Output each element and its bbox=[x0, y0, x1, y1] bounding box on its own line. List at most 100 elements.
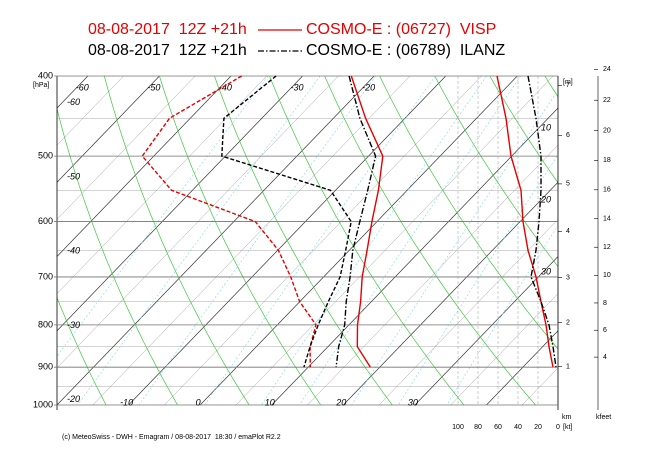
isotherm bbox=[199, 76, 518, 405]
mixing-ratio-line bbox=[138, 76, 377, 405]
isotherm-label: 0 bbox=[196, 397, 201, 407]
isotherm bbox=[57, 76, 267, 294]
km-tick-label: 4 bbox=[566, 228, 570, 235]
km-label: km bbox=[562, 414, 572, 421]
right-label: 20 bbox=[540, 194, 551, 204]
dry-adiabat bbox=[544, 76, 558, 98]
km-tick-label: 7 bbox=[566, 82, 570, 89]
isotherm bbox=[343, 181, 558, 405]
isotherm bbox=[57, 76, 196, 220]
isotherm bbox=[378, 219, 558, 405]
kfeet-tick-label: 12 bbox=[603, 244, 611, 251]
dry-adiabat bbox=[379, 76, 558, 350]
right-label: 10 bbox=[541, 122, 551, 132]
isotherm bbox=[164, 76, 482, 405]
isotherm bbox=[57, 76, 124, 146]
isotherm bbox=[57, 76, 232, 258]
dry-adiabat bbox=[600, 76, 650, 405]
mixing-ratio-line bbox=[77, 76, 321, 405]
mixing-ratio-line bbox=[351, 89, 558, 405]
isotherm-label: -30 bbox=[67, 320, 80, 330]
dry-adiabat bbox=[57, 296, 107, 405]
kfeet-tick-label: 6 bbox=[603, 327, 607, 334]
y-tick-label: 600 bbox=[38, 216, 53, 226]
y-tick-label: 800 bbox=[38, 319, 53, 329]
isotherm bbox=[57, 76, 303, 332]
isotherm bbox=[0, 76, 52, 405]
wind-unit: [kt] bbox=[563, 424, 572, 431]
wind-tick-label: 0 bbox=[556, 424, 560, 431]
kfeet-tick-label: 16 bbox=[603, 187, 611, 194]
wind-speed-profile bbox=[496, 75, 554, 368]
isotherm-label: -20 bbox=[67, 394, 80, 404]
isotherm bbox=[0, 76, 16, 405]
mixing-ratio-line bbox=[299, 76, 521, 405]
isotherm bbox=[57, 76, 89, 109]
isotherm bbox=[57, 76, 160, 183]
isotherm bbox=[307, 144, 558, 405]
isotherm-label: -30 bbox=[291, 82, 304, 92]
background-lines bbox=[0, 76, 650, 405]
isotherm bbox=[57, 76, 339, 369]
isotherm-label: -60 bbox=[76, 82, 89, 92]
kfeet-label: kfeet bbox=[596, 414, 611, 421]
wind-tick-label: 20 bbox=[534, 424, 542, 431]
isotherm-label: 30 bbox=[408, 397, 418, 407]
mixing-ratio-line bbox=[261, 76, 487, 405]
isotherm bbox=[235, 76, 554, 405]
y-tick-label: 900 bbox=[38, 362, 53, 372]
legend-name: COSMO-E : (06727) VISP bbox=[306, 21, 496, 38]
legend-run: 08-08-2017 12Z +21h bbox=[88, 42, 247, 59]
right-label: 30 bbox=[541, 266, 551, 276]
y-tick-label: 700 bbox=[38, 271, 53, 281]
wind-tick-label: 80 bbox=[474, 424, 482, 431]
kfeet-tick-label: 14 bbox=[603, 216, 611, 223]
dry-adiabat bbox=[103, 76, 250, 405]
km-tick-label: 5 bbox=[566, 181, 570, 188]
isotherm-label: -20 bbox=[362, 82, 375, 92]
wind-speed-profile bbox=[527, 75, 557, 368]
kfeet-tick-label: 24 bbox=[603, 66, 611, 73]
kfeet-tick-label: 18 bbox=[603, 157, 611, 164]
wind-tick-label: 60 bbox=[494, 424, 502, 431]
km-tick-label: 1 bbox=[566, 364, 570, 371]
isotherm-label: -50 bbox=[147, 82, 160, 92]
isotherm bbox=[414, 256, 558, 405]
legend-run: 08-08-2017 12Z +21h bbox=[88, 21, 247, 38]
footer: (c) MeteoSwiss - DWH - Emagram / 08-08-2… bbox=[62, 434, 281, 441]
kfeet-tick-label: 20 bbox=[603, 127, 611, 134]
dry-adiabat bbox=[0, 76, 35, 405]
y-unit: [hPa] bbox=[33, 82, 49, 89]
isotherm-label: 20 bbox=[335, 397, 346, 407]
temperature-profile bbox=[335, 75, 377, 368]
isotherm-label: -60 bbox=[67, 97, 80, 107]
y-tick-label: 400 bbox=[38, 70, 53, 80]
wind-tick-label: 40 bbox=[514, 424, 522, 431]
isotherm bbox=[92, 76, 411, 405]
dry-adiabat bbox=[489, 76, 558, 184]
height-unit: [m] bbox=[563, 79, 573, 86]
kfeet-tick-label: 22 bbox=[603, 97, 611, 104]
kfeet-tick-label: 8 bbox=[603, 300, 607, 307]
y-tick-label: 1000 bbox=[33, 399, 53, 409]
wind-tick-label: 100 bbox=[452, 424, 464, 431]
isotherm-label: -40 bbox=[219, 82, 232, 92]
kfeet-tick-label: 4 bbox=[603, 354, 607, 361]
legend-name: COSMO-E : (06789) ILANZ bbox=[306, 42, 505, 59]
isotherm bbox=[271, 107, 558, 405]
isotherm bbox=[450, 293, 558, 405]
isotherm-label: -40 bbox=[67, 246, 80, 256]
dry-adiabat bbox=[269, 76, 465, 405]
dry-adiabat bbox=[214, 76, 393, 405]
kfeet-tick-label: 10 bbox=[603, 272, 611, 279]
km-tick-label: 3 bbox=[566, 274, 570, 281]
temperature-profile bbox=[350, 75, 384, 368]
isotherm-label: -50 bbox=[67, 171, 80, 181]
dewpoint-profile bbox=[221, 75, 352, 368]
isotherm-label: -10 bbox=[120, 397, 133, 407]
isotherm bbox=[486, 330, 558, 405]
isotherm-label: 10 bbox=[265, 397, 275, 407]
dewpoint-profile bbox=[141, 75, 317, 368]
